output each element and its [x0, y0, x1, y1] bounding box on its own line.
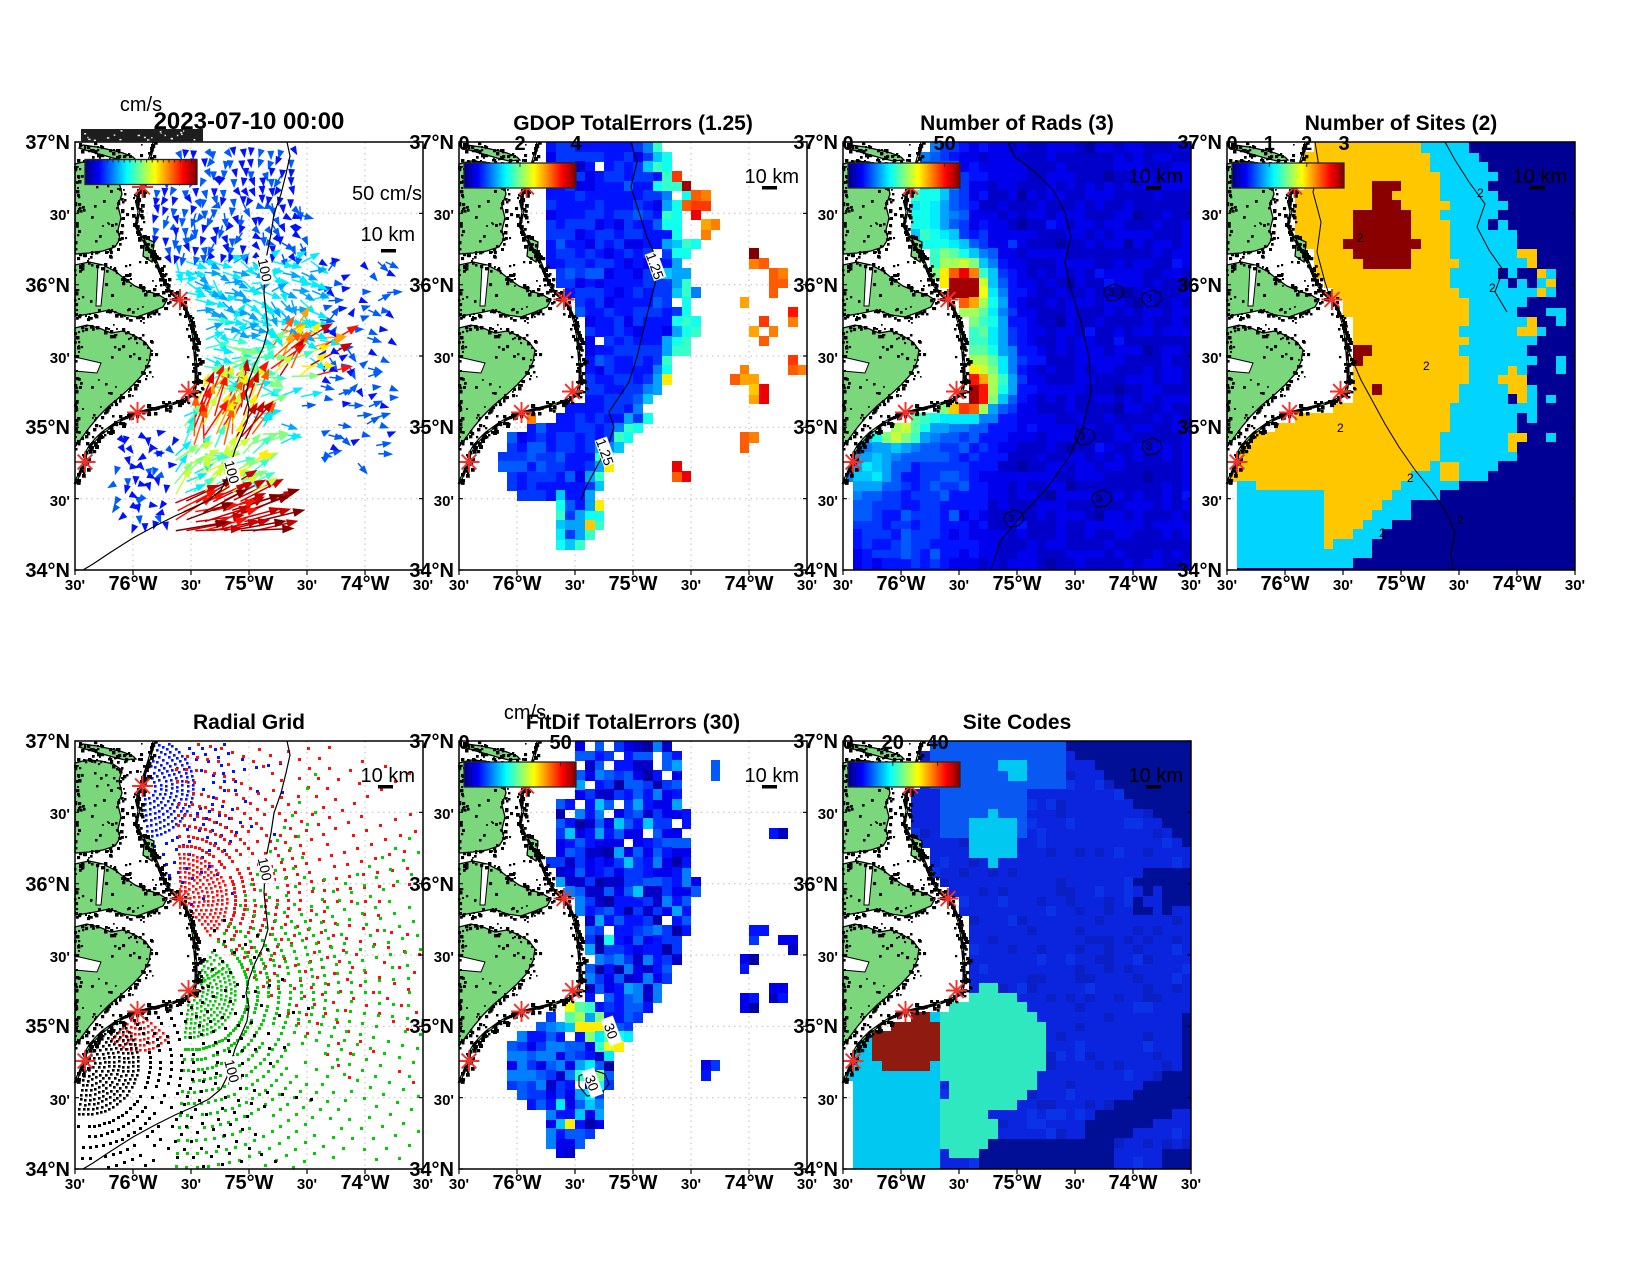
svg-text:Number of Rads (3): Number of Rads (3)	[920, 112, 1114, 135]
svg-text:40: 40	[926, 732, 948, 754]
svg-text:100: 100	[255, 856, 276, 882]
svg-text:50: 50	[933, 133, 955, 155]
svg-text:1: 1	[1264, 133, 1275, 155]
svg-text:cm/s: cm/s	[120, 94, 162, 116]
svg-text:10 km: 10 km	[361, 765, 415, 787]
svg-text:100: 100	[221, 459, 243, 486]
svg-text:10 km: 10 km	[1129, 166, 1183, 188]
svg-text:100: 100	[255, 257, 276, 283]
svg-text:0: 0	[458, 732, 469, 754]
svg-text:3: 3	[1008, 513, 1014, 525]
svg-text:3: 3	[1079, 431, 1085, 443]
svg-text:10 km: 10 km	[1129, 765, 1183, 787]
svg-text:20: 20	[882, 732, 904, 754]
svg-text:2023-07-10 00:00: 2023-07-10 00:00	[154, 108, 345, 135]
svg-text:3: 3	[1146, 441, 1152, 453]
svg-text:2: 2	[1477, 186, 1484, 200]
svg-text:10 km: 10 km	[1513, 166, 1567, 188]
svg-text:2: 2	[1379, 526, 1386, 540]
svg-text:4: 4	[570, 133, 582, 155]
svg-text:10 km: 10 km	[745, 166, 799, 188]
svg-text:100: 100	[221, 1058, 243, 1085]
svg-text:0: 0	[842, 133, 853, 155]
svg-text:0: 0	[842, 732, 853, 754]
svg-text:2: 2	[1423, 359, 1430, 373]
svg-text:GDOP TotalErrors (1.25): GDOP TotalErrors (1.25)	[513, 112, 753, 135]
svg-text:3: 3	[1108, 287, 1114, 299]
svg-text:3: 3	[1096, 493, 1102, 505]
svg-text:2: 2	[1337, 421, 1344, 435]
svg-text:2: 2	[1457, 513, 1464, 527]
svg-text:50: 50	[549, 732, 571, 754]
svg-text:Radial Grid: Radial Grid	[193, 711, 305, 734]
svg-text:2: 2	[1301, 133, 1312, 155]
svg-text:0: 0	[458, 133, 469, 155]
svg-text:2: 2	[1407, 471, 1414, 485]
svg-text:0: 0	[1226, 133, 1237, 155]
svg-text:Site Codes: Site Codes	[963, 711, 1072, 734]
svg-text:3: 3	[1146, 293, 1152, 305]
svg-text:2: 2	[514, 133, 525, 155]
svg-text:2: 2	[1357, 231, 1364, 245]
svg-text:10 km: 10 km	[361, 224, 415, 246]
svg-text:Number of Sites (2): Number of Sites (2)	[1305, 112, 1498, 135]
svg-text:50 cm/s: 50 cm/s	[352, 183, 422, 205]
svg-text:cm/s: cm/s	[504, 702, 546, 724]
svg-text:2: 2	[1489, 281, 1496, 295]
svg-text:10 km: 10 km	[745, 765, 799, 787]
svg-text:FitDif TotalErrors (30): FitDif TotalErrors (30)	[526, 711, 740, 734]
svg-text:30: 30	[582, 1073, 602, 1093]
svg-text:3: 3	[1338, 133, 1349, 155]
svg-text:30: 30	[601, 1021, 621, 1041]
